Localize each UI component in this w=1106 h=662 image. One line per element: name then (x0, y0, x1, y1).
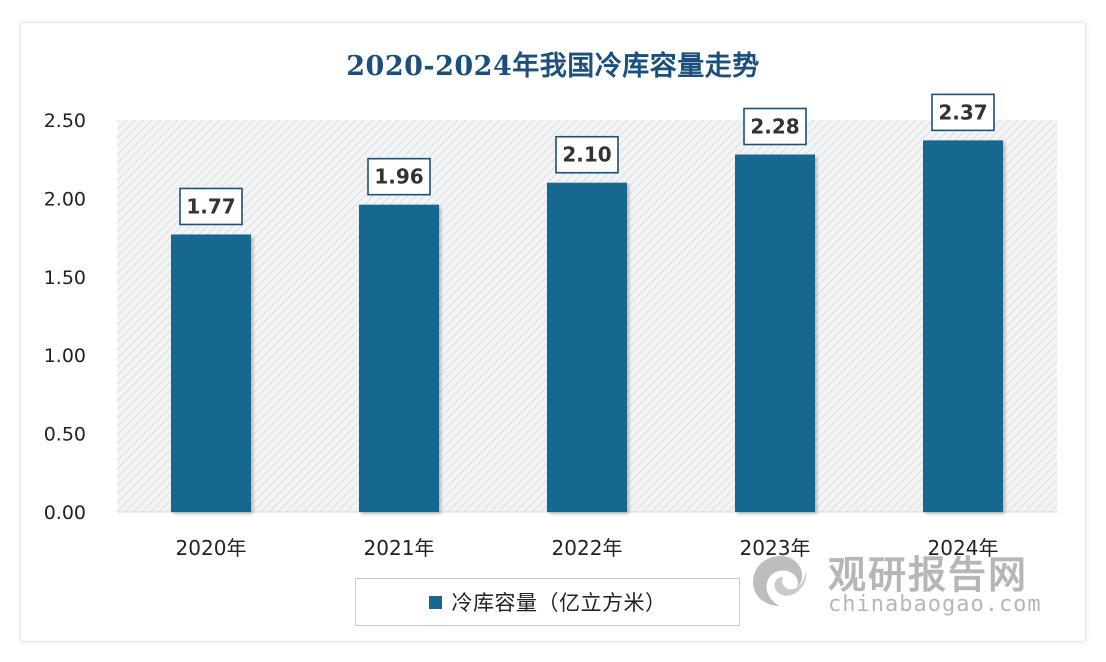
legend-label: 冷库容量（亿立方米） (451, 591, 667, 615)
legend-swatch (428, 595, 442, 609)
y-tick-label: 0.50 (44, 424, 86, 446)
data-label-box (555, 135, 619, 174)
x-tick-label: 2020年 (176, 536, 247, 560)
swirl-logo-icon (753, 556, 807, 606)
bar (547, 182, 627, 512)
data-label-box (743, 107, 807, 146)
x-tick-label: 2023年 (740, 536, 811, 560)
x-tick-label: 2024年 (928, 536, 999, 560)
chart-title: 2020-2024年我国冷库容量走势 (346, 51, 760, 82)
bar (171, 234, 251, 513)
y-tick-label: 2.50 (44, 110, 86, 132)
y-tick-label: 1.00 (44, 345, 86, 367)
x-tick-label: 2021年 (364, 536, 435, 560)
watermark: 观研报告网 chinabaogao.com (748, 542, 1058, 622)
watermark-url: chinabaogao.com (828, 592, 1042, 617)
bar (923, 140, 1003, 512)
data-label: 2.28 (750, 114, 799, 138)
y-tick-label: 2.00 (44, 188, 86, 210)
y-tick-label: 0.00 (44, 502, 86, 524)
data-label: 2.37 (938, 100, 987, 124)
data-label-box (931, 93, 995, 132)
x-tick-label: 2022年 (552, 536, 623, 560)
y-tick-label: 1.50 (44, 267, 86, 289)
data-label: 1.96 (374, 165, 423, 189)
bar (359, 204, 439, 512)
watermark-name: 观研报告网 (828, 553, 1029, 597)
data-label: 2.10 (562, 143, 611, 167)
bar (735, 154, 815, 512)
legend: 冷库容量（亿立方米） (355, 578, 740, 626)
data-label-box (179, 187, 243, 226)
data-label-box (367, 157, 431, 196)
data-label: 1.77 (186, 194, 235, 218)
